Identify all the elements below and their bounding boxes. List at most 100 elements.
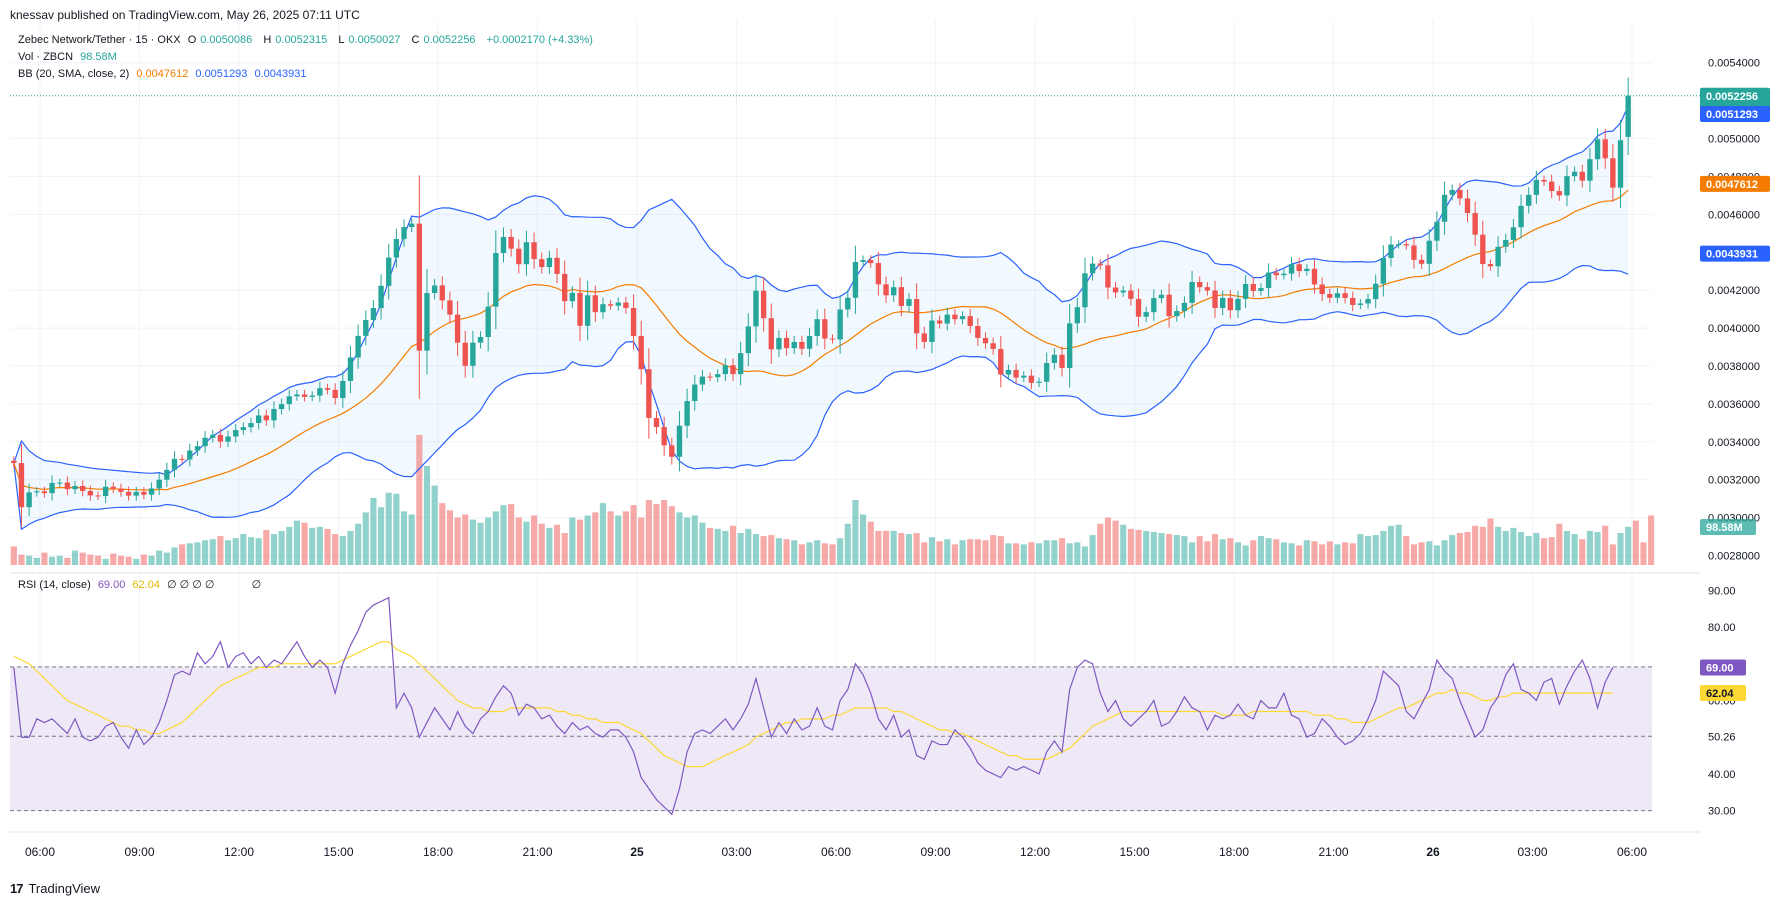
volume-bar xyxy=(232,538,239,565)
volume-bar xyxy=(1005,543,1012,565)
candle-body xyxy=(1258,288,1264,291)
volume-bar xyxy=(1525,536,1532,565)
footer-brand[interactable]: 17 TradingView xyxy=(10,881,100,896)
volume-bar xyxy=(469,519,476,565)
volume-bar xyxy=(1403,536,1410,565)
volume-bar xyxy=(890,530,897,565)
candle-body xyxy=(845,297,851,310)
volume-bar xyxy=(1219,539,1226,565)
time-tick-label: 12:00 xyxy=(1020,845,1050,859)
volume-bar xyxy=(684,517,691,565)
candle-body xyxy=(783,337,790,349)
candle-body xyxy=(80,485,86,491)
bollinger-fill xyxy=(13,105,1629,530)
candle-body xyxy=(1357,303,1364,305)
volume-bar xyxy=(599,503,607,565)
candle-body xyxy=(431,285,438,294)
candle-body xyxy=(500,236,507,254)
candle-body xyxy=(378,285,384,308)
volume-bar xyxy=(546,527,553,565)
candle-body xyxy=(49,482,55,494)
volume-badge-label: 98.58M xyxy=(1706,522,1743,534)
volume-bar xyxy=(1319,544,1326,565)
volume-bar xyxy=(454,517,461,565)
candle-body xyxy=(1250,283,1256,291)
volume-bar xyxy=(867,521,874,565)
low-label: L xyxy=(338,34,345,46)
candle-body xyxy=(1564,176,1570,196)
volume-bar xyxy=(1166,534,1173,565)
volume-bar xyxy=(1158,533,1165,565)
time-tick-label: 09:00 xyxy=(920,845,950,859)
candle-body xyxy=(355,335,361,358)
volume-bar xyxy=(1150,531,1157,565)
volume-bar xyxy=(485,517,492,565)
candle-body xyxy=(1395,244,1402,246)
volume-bar xyxy=(1586,530,1593,565)
candle-body xyxy=(1464,198,1471,214)
candle-body xyxy=(638,336,644,370)
candle-body xyxy=(883,284,889,296)
candle-body xyxy=(301,394,308,397)
volume-bar xyxy=(1089,535,1096,565)
candle-body xyxy=(1503,239,1509,247)
rsi-ma-value: 62.04 xyxy=(132,579,160,591)
candle-body xyxy=(57,482,63,484)
candle-body xyxy=(653,417,660,428)
price-tick-label: 0.0038000 xyxy=(1708,361,1760,373)
time-tick-label: 18:00 xyxy=(423,845,453,859)
price-tick-label: 0.0054000 xyxy=(1708,58,1760,70)
candle-body xyxy=(768,318,774,350)
volume-bar xyxy=(1097,523,1104,565)
volume-bar xyxy=(1372,535,1379,565)
volume-bar xyxy=(462,514,469,565)
candle-body xyxy=(1457,189,1463,199)
volume-bar xyxy=(33,557,40,565)
candle-body xyxy=(1005,369,1012,375)
candle-body xyxy=(1074,307,1080,324)
candle-body xyxy=(776,337,782,350)
candle-body xyxy=(952,314,958,320)
time-tick-label: 06:00 xyxy=(821,845,851,859)
volume-bar xyxy=(523,521,530,565)
candle-body xyxy=(447,300,453,315)
rsi-extra-value-2: ∅ xyxy=(251,579,262,591)
candle-body xyxy=(1434,221,1440,241)
volume-bar xyxy=(783,539,790,565)
candle-body xyxy=(669,445,675,457)
volume-bar xyxy=(699,522,706,565)
volume-bar xyxy=(309,527,316,565)
candle-body xyxy=(1197,282,1203,288)
candle-body xyxy=(171,458,178,470)
candle-body xyxy=(1617,140,1624,188)
candle-body xyxy=(722,365,729,375)
candle-body xyxy=(477,336,484,343)
candle-body xyxy=(1174,311,1180,317)
candle-body xyxy=(1594,139,1601,160)
volume-bar xyxy=(1204,541,1211,565)
volume-bar xyxy=(1127,528,1134,565)
candle-body xyxy=(806,336,813,349)
volume-bar xyxy=(1548,537,1555,565)
candle-body xyxy=(554,257,560,274)
volume-bar xyxy=(1502,530,1509,565)
volume-bar xyxy=(355,523,362,565)
volume-bar xyxy=(1479,526,1486,565)
price-tick-label: 0.0034000 xyxy=(1708,437,1760,449)
candle-body xyxy=(1319,284,1325,294)
volume-bar xyxy=(1288,543,1295,565)
candle-body xyxy=(562,273,568,302)
volume-bar xyxy=(1189,542,1196,565)
open-label: O xyxy=(187,34,197,46)
close-value: 0.0052256 xyxy=(423,34,476,46)
symbol-title: Zebec Network/Tether · 15 · OKX xyxy=(18,34,181,46)
volume-bar xyxy=(1135,529,1142,565)
candle-body xyxy=(1044,362,1050,382)
candle-body xyxy=(929,320,935,342)
volume-bar xyxy=(630,505,637,565)
volume-bar xyxy=(622,511,629,565)
volume-bar xyxy=(1556,523,1563,565)
candle-body xyxy=(753,290,759,327)
candle-body xyxy=(164,469,170,480)
